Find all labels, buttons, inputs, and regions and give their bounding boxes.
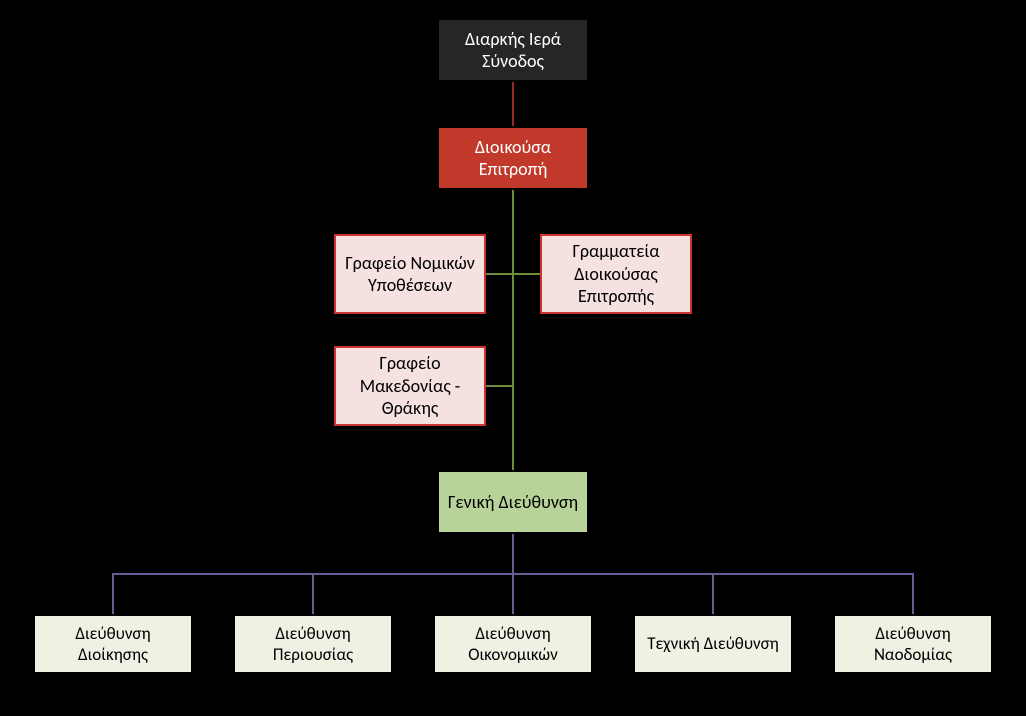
node-legal: Γραφείο Νομικών Υποθέσεων — [334, 234, 486, 314]
org-chart-stage: Διαρκής Ιερά Σύνοδος Διοικούσα Επιτροπή … — [0, 0, 1026, 716]
edge-leaf3-drop — [512, 574, 514, 614]
node-leaf-administration: Διεύθυνση Διοίκησης — [33, 614, 193, 674]
node-macedonia: Γραφείο Μακεδονίας - Θράκης — [334, 346, 486, 426]
node-committee: Διοικούσα Επιτροπή — [437, 126, 589, 190]
node-leaf-church-building: Διεύθυνση Ναοδομίας — [833, 614, 993, 674]
edge-leaf1-drop — [112, 574, 114, 614]
node-leaf-finance: Διεύθυνση Οικονομικών — [433, 614, 593, 674]
edge-secretariat — [513, 273, 540, 275]
edge-general-drop — [512, 534, 514, 574]
edge-root-committee — [512, 82, 514, 126]
edge-legal — [486, 273, 513, 275]
edge-macedonia — [486, 385, 513, 387]
edge-spine — [512, 190, 514, 470]
edge-leaf2-drop — [312, 574, 314, 614]
node-leaf-technical: Τεχνική Διεύθυνση — [633, 614, 793, 674]
node-leaf-property: Διεύθυνση Περιουσίας — [233, 614, 393, 674]
node-secretariat: Γραμματεία Διοικούσας Επιτροπής — [540, 234, 692, 314]
edge-leaf5-drop — [912, 574, 914, 614]
edge-leaf4-drop — [712, 574, 714, 614]
node-general: Γενική Διεύθυνση — [437, 470, 589, 534]
node-root: Διαρκής Ιερά Σύνοδος — [437, 18, 589, 82]
